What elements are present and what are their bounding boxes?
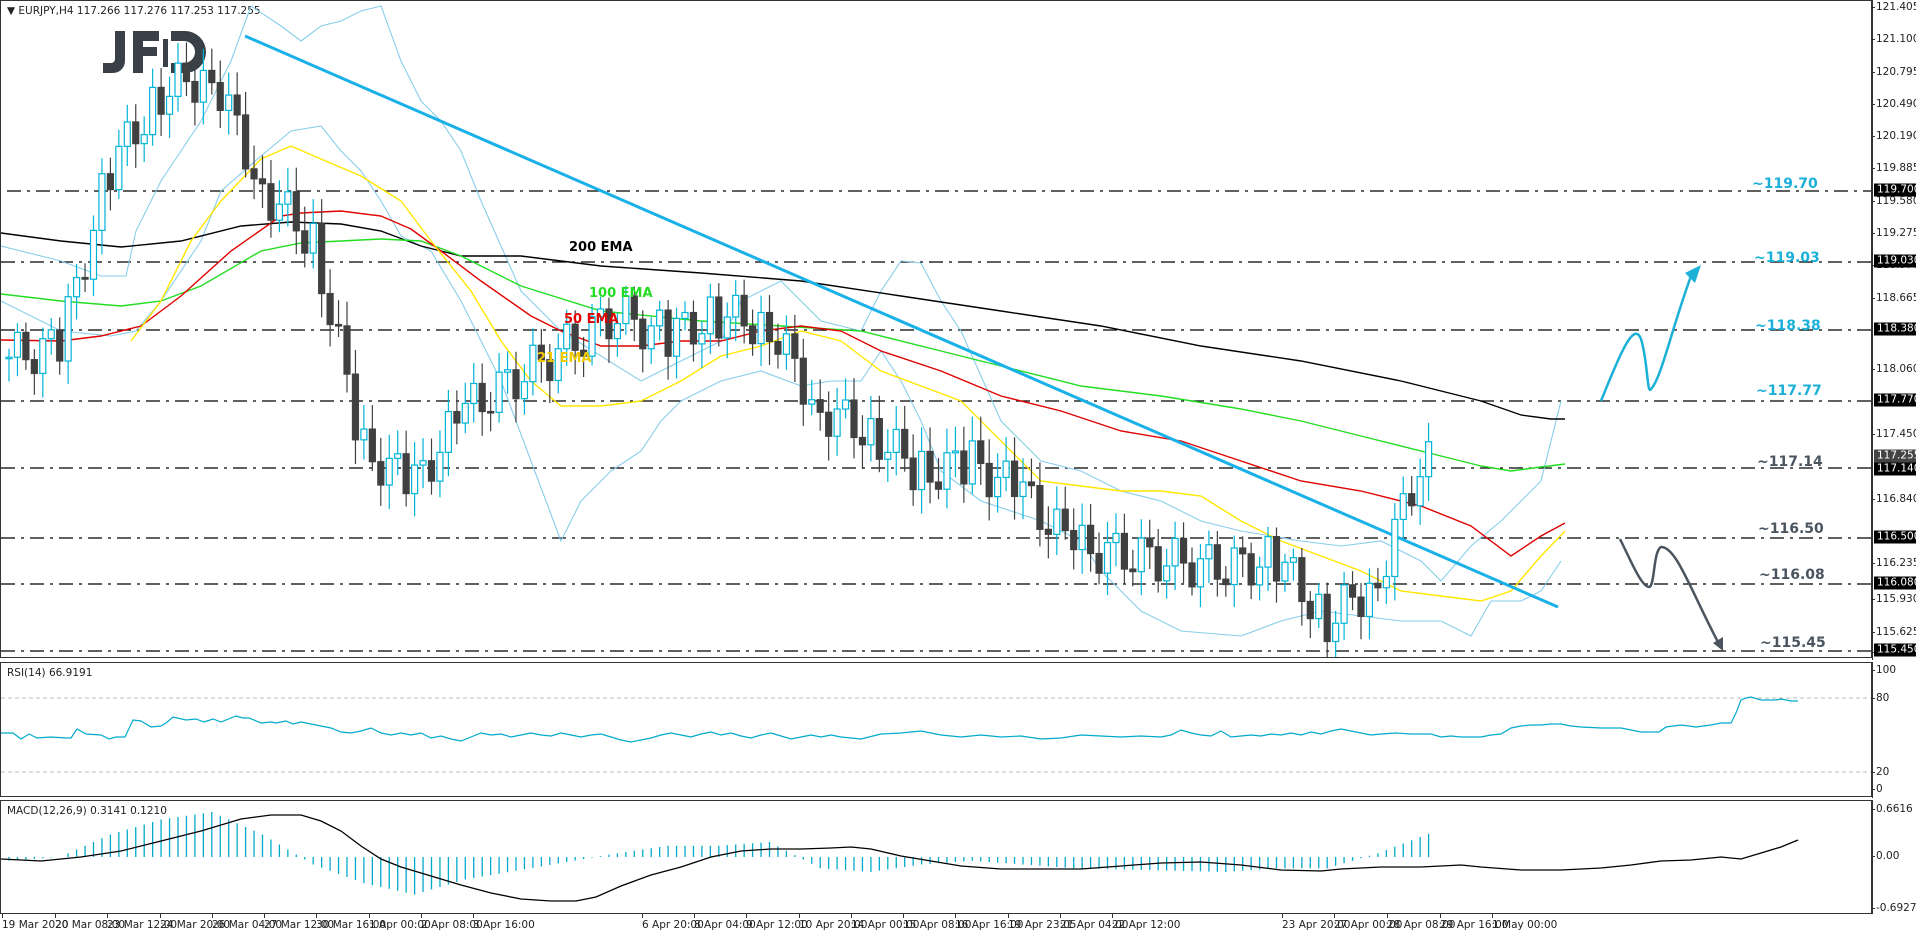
- ema-100-line: [1, 238, 1566, 472]
- time-label: 1 Apr 00:00: [369, 914, 431, 931]
- price-plot: [1, 5, 1871, 657]
- price-tick: 120.190: [1871, 130, 1916, 142]
- price-tick: 120.795: [1871, 66, 1916, 78]
- level-tag: 118.380: [1874, 322, 1916, 336]
- level-label-116-50: ~116.50: [1758, 521, 1824, 537]
- level-tag: 116.080: [1874, 576, 1916, 590]
- price-tick: 117.450: [1871, 428, 1916, 440]
- price-tick: 116.840: [1871, 493, 1916, 505]
- macd-histogram: [8, 812, 1430, 895]
- time-label: 8 Apr 04:00: [694, 914, 756, 931]
- time-label: 16 Apr 16:00: [955, 914, 1024, 931]
- ema-50-line: [1, 210, 1566, 557]
- rsi-line: [1, 696, 1798, 743]
- price-chart-panel[interactable]: ▼ EURJPY,H4 117.266 117.276 117.253 117.…: [0, 0, 1872, 658]
- level-tag: 119.030: [1874, 254, 1916, 268]
- time-label: 22 Apr 12:00: [1112, 914, 1181, 931]
- level-label-116-08: ~116.08: [1759, 567, 1825, 583]
- macd-tick: -0.6927: [1872, 902, 1916, 914]
- level-tag: 116.500: [1874, 530, 1916, 544]
- price-tick: 119.580: [1871, 195, 1916, 207]
- level-label-117-14: ~117.14: [1757, 454, 1823, 470]
- rsi-tick: 0: [1872, 783, 1883, 795]
- price-tick: 121.100: [1871, 33, 1916, 45]
- time-label: 20 Mar 08:00: [55, 914, 126, 931]
- time-label: 9 Apr 12:00: [746, 914, 808, 931]
- time-label: 15 Apr 08:00: [903, 914, 972, 931]
- price-tick: 121.405: [1871, 1, 1916, 13]
- bullish-scenario-arrow: [1599, 265, 1701, 402]
- time-label: 6 Apr 20:00: [642, 914, 704, 931]
- time-label: 23 Apr 20:00: [1282, 914, 1351, 931]
- time-label: 3 Apr 16:00: [473, 914, 535, 931]
- ema-50-label: 50 EMA: [564, 312, 619, 327]
- price-tick: 115.625: [1871, 626, 1916, 638]
- ema-100-label: 100 EMA: [589, 286, 653, 301]
- price-tick: 115.930: [1871, 593, 1916, 605]
- rsi-axis: 100 80 20 0: [1871, 662, 1916, 798]
- level-tag: 117.770: [1874, 393, 1916, 407]
- support-resistance-lines: [1, 190, 1871, 652]
- descending-trendline: [244, 34, 1559, 609]
- price-tick: 119.885: [1871, 162, 1916, 174]
- price-tick: 120.490: [1871, 98, 1916, 110]
- ema-200-line: [1, 221, 1565, 420]
- price-tick: 119.275: [1871, 227, 1916, 239]
- level-tag: 115.450: [1874, 643, 1916, 657]
- time-label: 27 Mar 12:00: [264, 914, 335, 931]
- macd-plot: [1, 812, 1799, 902]
- symbol-info: ▼ EURJPY,H4 117.266 117.276 117.253 117.…: [7, 5, 261, 17]
- macd-tick: 0.6616: [1872, 803, 1913, 815]
- ema-21-line: [130, 145, 1566, 602]
- rsi-tick: 100: [1871, 664, 1897, 676]
- time-label: 27 Apr 00:00: [1334, 914, 1403, 931]
- time-label: 28 Apr 08:00: [1387, 914, 1456, 931]
- price-tick: 118.665: [1871, 292, 1916, 304]
- time-label: 29 Apr 16:00: [1440, 914, 1509, 931]
- jfd-logo: [103, 31, 206, 73]
- macd-axis: 0.6616 0.00 -0.6927: [1871, 800, 1916, 914]
- level-label-119-03: ~119.03: [1754, 250, 1820, 266]
- rsi-title: RSI(14) 66.9191: [7, 667, 93, 679]
- time-label: 21 Apr 04:00: [1060, 914, 1129, 931]
- current-price-tag: 117.255: [1874, 449, 1916, 463]
- ema-21-label: 21 EMA: [537, 351, 592, 366]
- time-label: 19 Mar 2020: [2, 914, 69, 931]
- level-label-117-77: ~117.77: [1756, 383, 1822, 399]
- time-label: 26 Mar 04:00: [212, 914, 283, 931]
- rsi-plot: [1, 696, 1871, 773]
- time-label: 10 Apr 20:00: [799, 914, 868, 931]
- time-label: 14 Apr 00:00: [851, 914, 920, 931]
- time-label: 30 Mar 16:00: [316, 914, 387, 931]
- macd-signal-line: [1, 814, 1799, 902]
- time-axis[interactable]: 19 Mar 2020 20 Mar 08:00 23 Mar 12:00 24…: [0, 914, 1872, 936]
- macd-title: MACD(12,26,9) 0.3141 0.1210: [7, 805, 167, 817]
- time-label: 2 Apr 08:00: [421, 914, 483, 931]
- price-tick: 116.235: [1871, 557, 1916, 569]
- price-axis[interactable]: 121.405 121.100 120.795 120.490 120.190 …: [1871, 0, 1916, 660]
- macd-panel[interactable]: MACD(12,26,9) 0.3141 0.1210: [0, 800, 1872, 914]
- bearish-scenario-arrow: [1618, 538, 1723, 651]
- level-tag: 117.140: [1874, 462, 1916, 476]
- candlesticks: [5, 42, 1433, 657]
- time-label: 1 May 00:00: [1492, 914, 1558, 931]
- time-label: 23 Mar 12:00: [107, 914, 178, 931]
- rsi-panel[interactable]: RSI(14) 66.9191: [0, 662, 1872, 797]
- ema-200-label: 200 EMA: [569, 240, 633, 255]
- level-label-118-38: ~118.38: [1755, 318, 1821, 334]
- time-label: 19 Apr 23:05: [1008, 914, 1077, 931]
- level-tag: 119.700: [1874, 183, 1916, 197]
- rsi-tick: 20: [1871, 766, 1890, 778]
- time-label: 24 Mar 20:00: [160, 914, 231, 931]
- collapse-triangle-icon[interactable]: ▼: [7, 5, 16, 17]
- macd-tick: 0.00: [1871, 850, 1900, 862]
- level-label-119-70: ~119.70: [1752, 176, 1818, 192]
- price-tick: 118.060: [1871, 363, 1916, 375]
- rsi-tick: 80: [1871, 692, 1890, 704]
- level-label-115-45: ~115.45: [1760, 635, 1826, 651]
